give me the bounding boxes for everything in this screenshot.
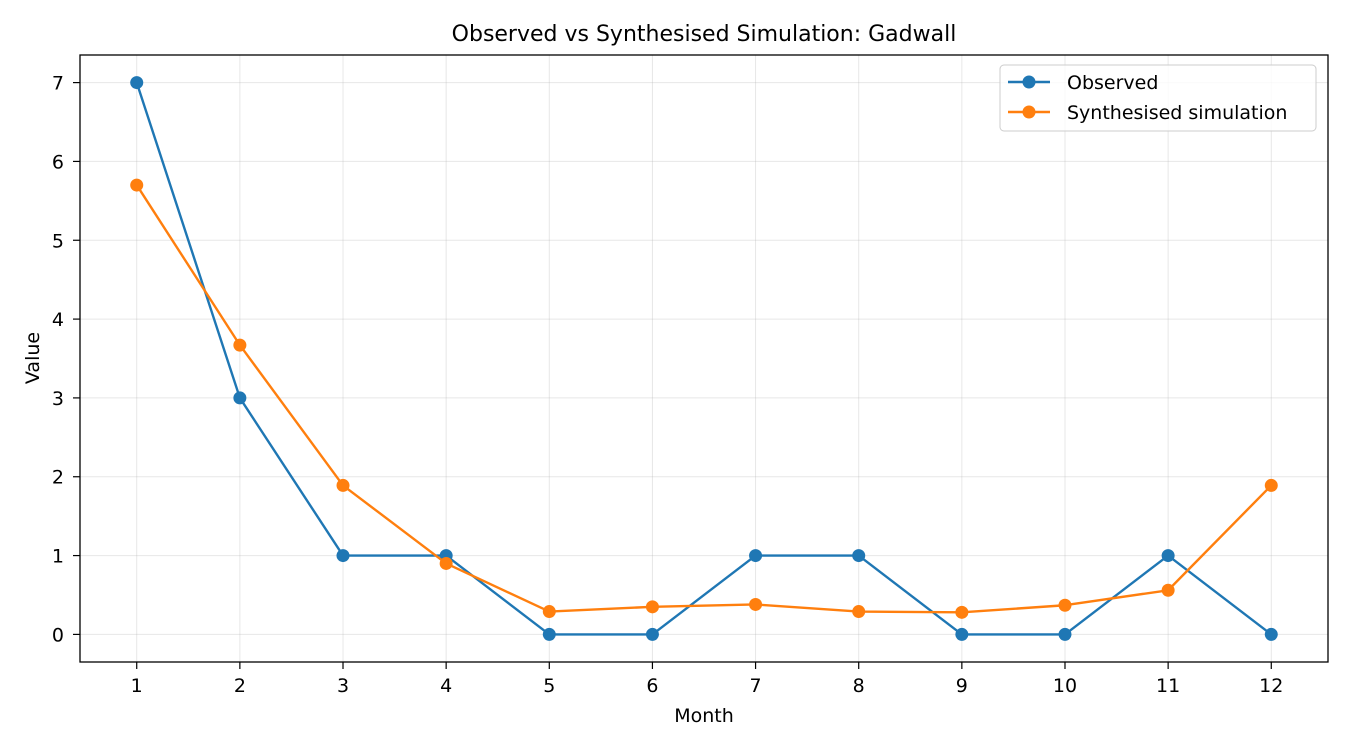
simulation-data-point xyxy=(1264,478,1278,492)
legend-box xyxy=(999,64,1317,132)
y-tick-label: 7 xyxy=(52,73,64,95)
observed-data-point xyxy=(1058,627,1072,641)
simulation-data-point xyxy=(439,556,453,570)
y-tick-label: 3 xyxy=(52,388,64,410)
observed-data-point xyxy=(130,76,144,90)
observed-data-point xyxy=(852,549,866,563)
observed-data-point xyxy=(955,627,969,641)
x-tick-label: 11 xyxy=(1156,675,1180,697)
observed-data-point xyxy=(1161,549,1175,563)
simulation-data-point xyxy=(645,600,659,614)
x-tick-label: 4 xyxy=(440,675,452,697)
chart-title: Observed vs Synthesised Simulation: Gadw… xyxy=(452,22,957,47)
y-tick-label: 5 xyxy=(52,230,64,252)
legend-observed-label: Observed xyxy=(1067,72,1158,94)
simulation-series-line xyxy=(135,183,1273,614)
y-tick-label: 0 xyxy=(52,624,64,646)
observed-data-point xyxy=(233,391,247,405)
x-tick-label: 1 xyxy=(131,675,143,697)
simulation-data-point xyxy=(1058,598,1072,612)
y-tick-label: 1 xyxy=(52,546,64,568)
y-tick-label: 2 xyxy=(52,467,64,489)
observed-series-line xyxy=(135,81,1273,636)
x-tick-label: 6 xyxy=(646,675,658,697)
y-axis-label: Value xyxy=(22,332,44,384)
x-tick-label: 9 xyxy=(956,675,968,697)
x-tick-label: 5 xyxy=(543,675,555,697)
observed-data-point xyxy=(749,549,763,563)
legend-simulation-marker xyxy=(1022,105,1036,119)
series-lines xyxy=(130,76,1278,641)
observed-data-point xyxy=(645,627,659,641)
plot-frame xyxy=(79,54,1329,663)
x-tick-label: 12 xyxy=(1259,675,1283,697)
x-tick-label: 3 xyxy=(337,675,349,697)
x-tick-label: 8 xyxy=(853,675,865,697)
legend-observed-marker xyxy=(1022,75,1036,89)
observed-data-point xyxy=(1264,627,1278,641)
x-axis-label: Month xyxy=(674,705,734,727)
simulation-data-point xyxy=(336,478,350,492)
legend-simulation-label: Synthesised simulation xyxy=(1067,102,1287,124)
x-tick-label: 10 xyxy=(1053,675,1077,697)
legend: Observed Synthesised simulation xyxy=(999,64,1317,132)
y-tick-label: 6 xyxy=(52,151,64,173)
x-tick-label: 7 xyxy=(750,675,762,697)
simulation-data-point xyxy=(542,605,556,619)
observed-data-point xyxy=(336,549,350,563)
simulation-data-point xyxy=(1161,583,1175,597)
y-tick-label: 4 xyxy=(52,309,64,331)
x-tick-label: 2 xyxy=(234,675,246,697)
simulation-data-point xyxy=(955,605,969,619)
simulation-data-point xyxy=(749,597,763,611)
simulation-data-point xyxy=(233,338,247,352)
axes xyxy=(73,54,1329,669)
simulation-data-point xyxy=(852,605,866,619)
simulation-data-point xyxy=(130,178,144,192)
observed-data-point xyxy=(542,627,556,641)
